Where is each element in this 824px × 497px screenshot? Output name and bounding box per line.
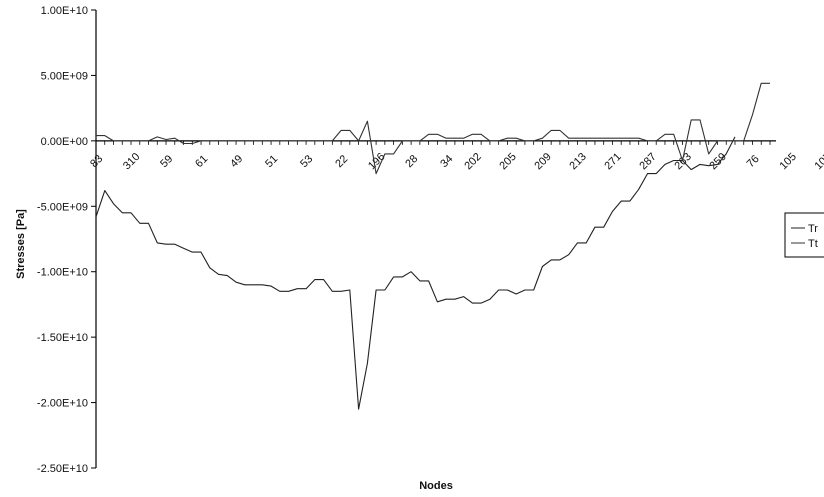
x-tick-label: 28 xyxy=(403,153,420,170)
legend-box xyxy=(784,212,824,258)
x-tick-label: 53 xyxy=(298,153,315,170)
x-tick-label: 271 xyxy=(602,151,623,172)
x-tick-label: 202 xyxy=(462,151,483,172)
x-tick-label: 205 xyxy=(497,151,518,172)
x-tick-label: 61 xyxy=(193,153,210,170)
x-tick-label: 59 xyxy=(158,153,175,170)
x-tick-label: 105 xyxy=(777,151,798,172)
x-tick-label: 49 xyxy=(228,153,245,170)
x-tick-label: 310 xyxy=(121,151,142,172)
legend-label-tr: Tr xyxy=(808,223,818,235)
y-tick-label: -2.00E+10 xyxy=(37,398,88,410)
x-axis-title: Nodes xyxy=(419,480,453,492)
legend: Tr Tt xyxy=(784,212,824,258)
series-line-tr xyxy=(95,136,736,410)
x-tick-label: 287 xyxy=(637,151,658,172)
y-axis-ticks: 1.00E+10 5.00E+09 0.00E+00 -5.00E+09 -1.00E+… xyxy=(37,5,96,475)
x-axis-ticks: 83 310 59 61 49 51 53 22 196 28 34 202 205 209 213 271 2… xyxy=(88,140,824,172)
y-tick-label: 0.00E+00 xyxy=(41,136,88,148)
y-tick-label: -1.00E+10 xyxy=(37,267,88,279)
x-tick-label: 22 xyxy=(333,153,350,170)
x-tick-label: 51 xyxy=(263,153,280,170)
x-tick-label: 83 xyxy=(88,153,105,170)
series-line-tt xyxy=(96,82,770,175)
y-tick-label: -1.50E+10 xyxy=(37,332,88,344)
y-tick-label: -2.50E+10 xyxy=(37,463,88,475)
x-tick-label: 76 xyxy=(745,153,762,170)
series-layer xyxy=(95,82,770,410)
y-tick-label: 1.00E+10 xyxy=(41,5,88,17)
x-tick-label: 213 xyxy=(567,151,588,172)
x-tick-label: 107 xyxy=(812,151,824,172)
legend-label-tt: Tt xyxy=(808,238,818,250)
y-tick-label: 5.00E+09 xyxy=(41,70,88,82)
y-tick-label: -5.00E+09 xyxy=(37,201,88,213)
x-tick-label: 34 xyxy=(438,153,455,170)
x-tick-label: 209 xyxy=(532,151,553,172)
y-axis-title: Stresses [Pa] xyxy=(15,209,27,279)
